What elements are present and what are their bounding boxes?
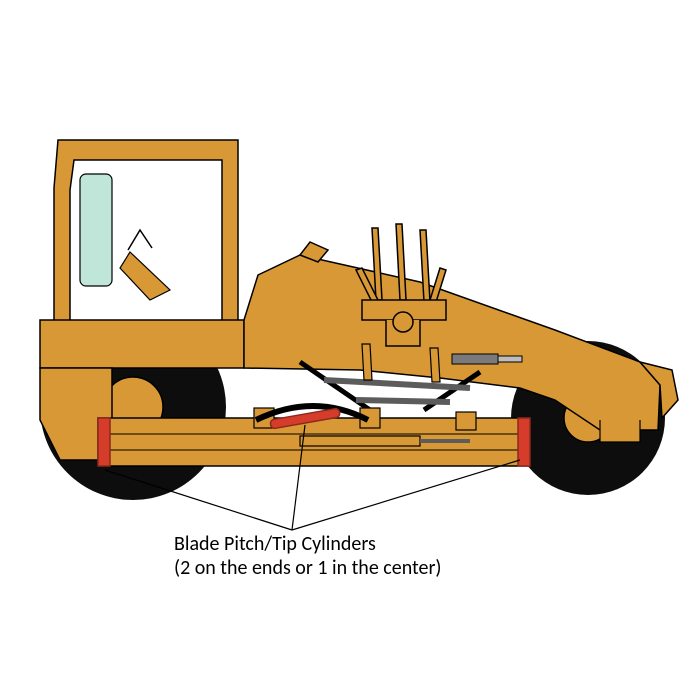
diagram-canvas: Blade Pitch/Tip Cylinders (2 on the ends… [0,0,700,700]
callout-label-line2: (2 on the ends or 1 in the center) [174,556,442,580]
callout-label-line1: Blade Pitch/Tip Cylinders [174,532,376,556]
grader-illustration [0,0,700,700]
pitch-cylinder-right [518,418,530,466]
pitch-cylinder-left [98,418,110,466]
cab [54,140,238,330]
